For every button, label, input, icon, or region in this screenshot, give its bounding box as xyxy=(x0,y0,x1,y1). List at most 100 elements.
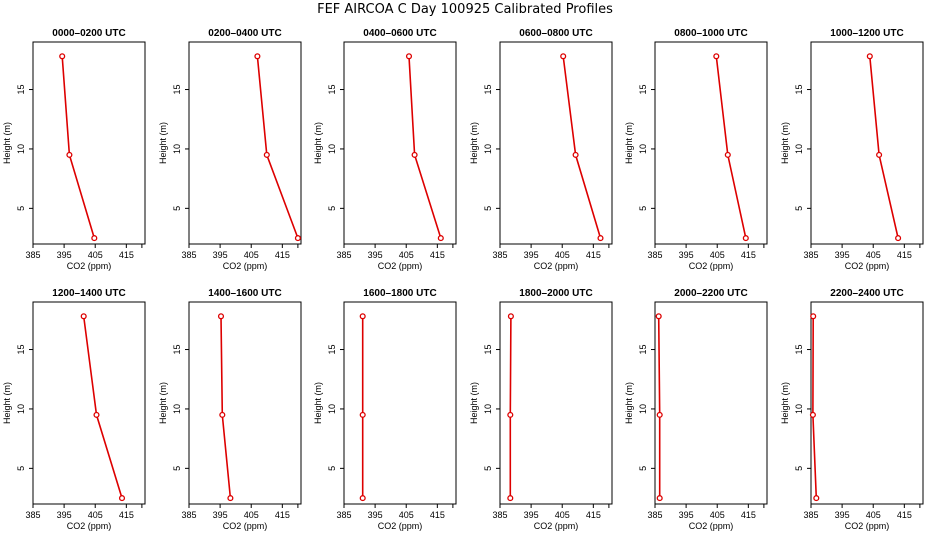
y-tick-label: 10 xyxy=(16,404,26,414)
x-tick-label: 415 xyxy=(586,250,601,260)
data-point xyxy=(437,235,444,242)
y-tick-label: 15 xyxy=(327,85,337,95)
y-tick-label: 10 xyxy=(327,404,337,414)
x-tick-label: 385 xyxy=(336,250,351,260)
x-tick-label: 415 xyxy=(897,250,912,260)
profile-line xyxy=(509,316,512,499)
y-axis-label: Height (m) xyxy=(313,382,323,424)
y-tick-label: 10 xyxy=(483,144,493,154)
data-point xyxy=(724,151,731,158)
panel-title: 0200–0400 UTC xyxy=(208,28,281,39)
x-tick-label: 385 xyxy=(647,250,662,260)
x-tick-label: 385 xyxy=(492,510,507,520)
profile-panel: 2200–2400 UTC 385 395 405 415 CO2 (ppm) 5 10 15 H… xyxy=(780,288,924,531)
profile-line xyxy=(61,56,96,239)
y-tick-label: 5 xyxy=(327,206,337,211)
y-tick-label: 5 xyxy=(638,206,648,211)
data-point xyxy=(254,53,261,60)
y-tick-label: 5 xyxy=(483,206,493,211)
data-point xyxy=(411,151,418,158)
data-point xyxy=(507,495,514,502)
data-point xyxy=(866,53,873,60)
y-tick-label: 15 xyxy=(16,85,26,95)
y-tick-label: 5 xyxy=(16,206,26,211)
profile-panel: 0200–0400 UTC 385 395 405 415 CO2 (ppm) 5 10 15 H… xyxy=(158,28,302,271)
panel-title: 1800–2000 UTC xyxy=(519,288,592,299)
panel-title: 1600–1800 UTC xyxy=(363,288,436,299)
data-point xyxy=(227,495,234,502)
x-tick-label: 385 xyxy=(336,510,351,520)
y-tick-label: 10 xyxy=(794,144,804,154)
plot-frame xyxy=(188,41,302,245)
data-point xyxy=(813,495,820,502)
x-tick-label: 415 xyxy=(119,510,134,520)
data-point xyxy=(810,313,817,320)
y-axis-label: Height (m) xyxy=(624,122,634,164)
y-tick-label: 5 xyxy=(16,466,26,471)
plot-frame xyxy=(810,41,924,245)
y-tick-label: 15 xyxy=(16,345,26,355)
profile-panel: 0600–0800 UTC 385 395 405 415 CO2 (ppm) 5 10 15 H… xyxy=(469,28,613,271)
profile-panel: 0000–0200 UTC 385 395 405 415 CO2 (ppm) 5 10 15 H… xyxy=(2,28,146,271)
y-axis-label: Height (m) xyxy=(158,122,168,164)
y-axis-label: Height (m) xyxy=(2,382,12,424)
y-tick-label: 15 xyxy=(794,85,804,95)
x-tick-label: 415 xyxy=(897,510,912,520)
y-tick-label: 5 xyxy=(794,466,804,471)
data-point xyxy=(80,313,87,320)
panel-title: 1200–1400 UTC xyxy=(52,288,125,299)
panel-title: 0400–0600 UTC xyxy=(363,28,436,39)
x-tick-label: 385 xyxy=(25,510,40,520)
plot-frame xyxy=(810,301,924,505)
profile-line xyxy=(869,56,899,239)
x-axis-label: CO2 (ppm) xyxy=(223,521,268,531)
x-tick-label: 415 xyxy=(586,510,601,520)
x-tick-label: 395 xyxy=(368,250,383,260)
y-axis-label: Height (m) xyxy=(469,122,479,164)
profile-panel: 0800–1000 UTC 385 395 405 415 CO2 (ppm) 5 10 15 H… xyxy=(624,28,768,271)
data-point xyxy=(560,53,567,60)
x-tick-label: 405 xyxy=(866,250,881,260)
panel-title: 0600–0800 UTC xyxy=(519,28,592,39)
y-axis-label: Height (m) xyxy=(313,122,323,164)
y-tick-label: 15 xyxy=(327,345,337,355)
x-tick-label: 395 xyxy=(524,250,539,260)
x-tick-label: 415 xyxy=(741,250,756,260)
x-tick-label: 405 xyxy=(710,250,725,260)
x-tick-label: 405 xyxy=(399,510,414,520)
y-tick-label: 5 xyxy=(794,206,804,211)
data-point xyxy=(656,411,663,418)
x-axis-label: CO2 (ppm) xyxy=(67,521,112,531)
profile-line xyxy=(562,56,602,239)
profile-panel: 1600–1800 UTC 385 395 405 415 CO2 (ppm) 5 10 15 H… xyxy=(313,288,457,531)
y-tick-label: 10 xyxy=(16,144,26,154)
panel-title: 2000–2200 UTC xyxy=(674,288,747,299)
y-tick-label: 15 xyxy=(172,345,182,355)
profile-line xyxy=(408,56,442,239)
x-tick-label: 395 xyxy=(679,250,694,260)
x-tick-label: 405 xyxy=(244,250,259,260)
panel-title: 2200–2400 UTC xyxy=(830,288,903,299)
y-tick-label: 15 xyxy=(794,345,804,355)
x-tick-label: 405 xyxy=(710,510,725,520)
profile-line xyxy=(812,316,818,499)
x-axis-label: CO2 (ppm) xyxy=(845,521,890,531)
x-tick-label: 405 xyxy=(399,250,414,260)
data-point xyxy=(263,151,270,158)
x-tick-label: 385 xyxy=(25,250,40,260)
x-tick-label: 405 xyxy=(244,510,259,520)
x-axis-label: CO2 (ppm) xyxy=(67,261,112,271)
profile-panel: 1200–1400 UTC 385 395 405 415 CO2 (ppm) 5 10 15 H… xyxy=(2,288,146,531)
data-point xyxy=(294,235,301,242)
x-axis-label: CO2 (ppm) xyxy=(689,261,734,271)
data-point xyxy=(118,495,126,502)
y-tick-label: 15 xyxy=(483,85,493,95)
profile-panel: 1000–1200 UTC 385 395 405 415 CO2 (ppm) 5 10 15 H… xyxy=(780,28,924,271)
x-tick-label: 395 xyxy=(57,510,72,520)
profile-line xyxy=(715,56,747,239)
y-axis-label: Height (m) xyxy=(624,382,634,424)
y-tick-label: 5 xyxy=(483,466,493,471)
x-axis-label: CO2 (ppm) xyxy=(378,261,423,271)
x-tick-label: 415 xyxy=(430,250,445,260)
